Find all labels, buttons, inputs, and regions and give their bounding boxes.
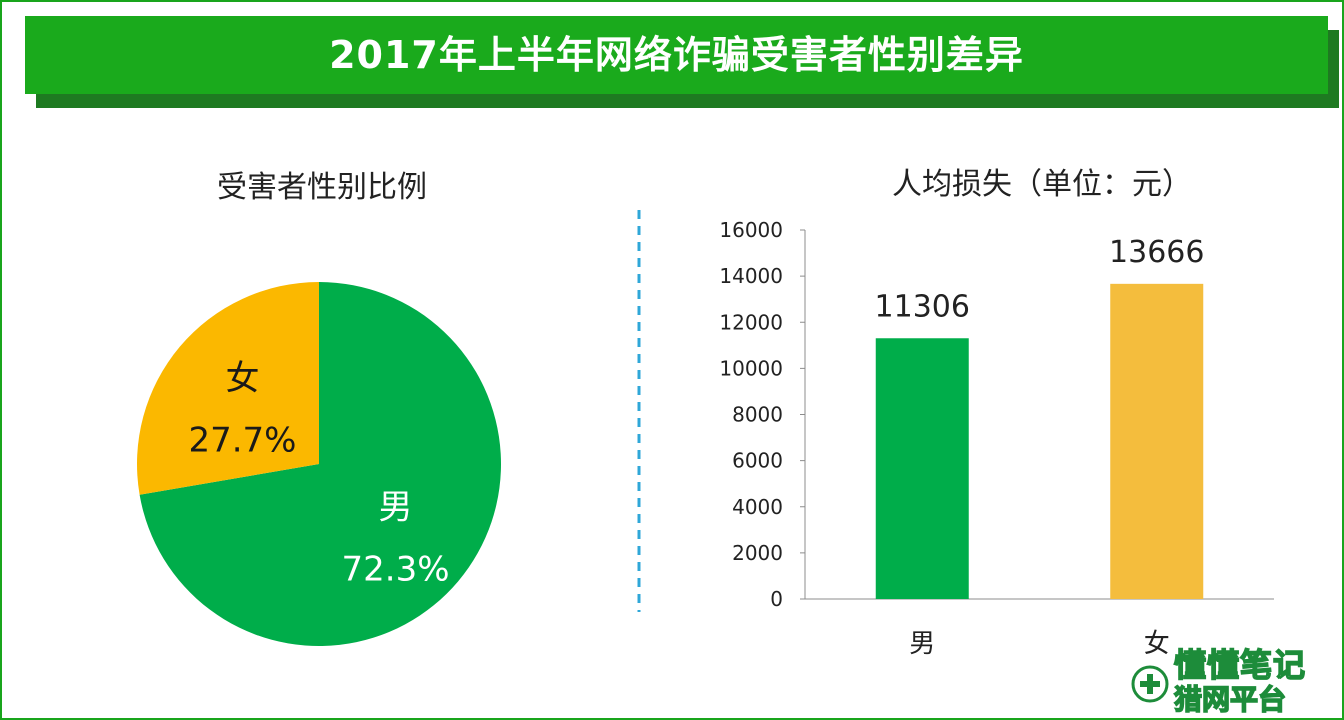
y-tick-label: 0 (770, 587, 783, 611)
y-tick-label: 2000 (732, 541, 783, 565)
y-tick-label: 10000 (719, 356, 783, 380)
y-tick-label: 14000 (719, 264, 783, 288)
pie-slice-name: 男 (379, 488, 413, 528)
x-category-label: 男 (909, 629, 935, 659)
pie-slice-name: 女 (225, 358, 259, 398)
y-tick-label: 6000 (732, 449, 783, 473)
pie-slice-male (139, 282, 502, 646)
watermark-text: 懂懂笔记 (1173, 645, 1307, 685)
y-tick-label: 8000 (732, 403, 783, 427)
bar-male (875, 338, 969, 599)
x-category-label: 女 (1144, 629, 1170, 659)
wechat-icon (1131, 665, 1169, 703)
y-tick-label: 12000 (719, 310, 783, 334)
pie-chart-title: 受害者性别比例 (217, 170, 427, 205)
watermark: 懂懂笔记 猎网平台 (1122, 638, 1332, 717)
pie-slice-female (136, 282, 319, 495)
watermark-subtext: 猎网平台 (1173, 682, 1287, 717)
title-banner (25, 16, 1328, 94)
y-tick-label: 4000 (732, 495, 783, 519)
pie-chart: 男 72.3% 女 27.7% (136, 282, 502, 646)
bar-data-label: 11306 (875, 289, 970, 324)
bar-chart: 0 2000 4000 6000 8000 10000 12000 14000 16000 113… (719, 218, 1274, 659)
y-tick-label: 16000 (719, 218, 783, 242)
page-title: 2017年上半年网络诈骗受害者性别差异 (329, 33, 1024, 77)
bar-chart-title: 人均损失（单位：元） (892, 167, 1192, 202)
pie-slice-label: 27.7% (188, 420, 296, 460)
pie-slice-label: 72.3% (342, 550, 450, 590)
bar-data-label: 13666 (1109, 235, 1204, 270)
bar-female (1110, 283, 1204, 599)
